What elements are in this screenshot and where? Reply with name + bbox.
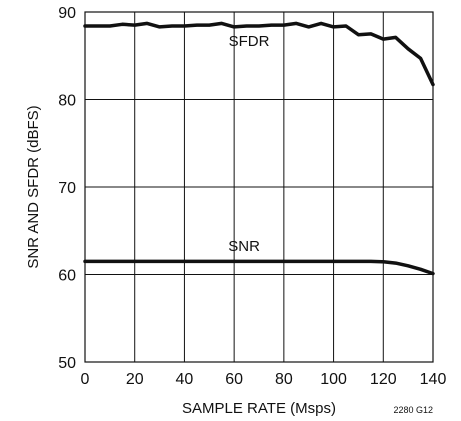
- y-tick-labels: 50 60 70 80 90: [58, 5, 76, 372]
- x-tick-label: 100: [320, 371, 347, 388]
- y-tick-label: 70: [58, 180, 76, 197]
- x-tick-label: 80: [275, 371, 293, 388]
- series-label-snr: SNR: [228, 238, 260, 255]
- y-axis-title: SNR AND SFDR (dBFS): [25, 105, 42, 268]
- x-tick-label: 0: [81, 371, 90, 388]
- x-tick-label: 120: [370, 371, 397, 388]
- x-tick-label: 20: [126, 371, 144, 388]
- x-tick-label: 140: [420, 371, 447, 388]
- plot-frame: [84, 11, 434, 363]
- x-tick-label: 60: [225, 371, 243, 388]
- y-tick-label: 90: [58, 5, 76, 22]
- grid-lines: [85, 12, 433, 362]
- series-line-sfdr: [83, 21, 435, 87]
- x-tick-labels: 0 20 40 60 80 100 120 140: [81, 371, 447, 388]
- x-tick-label: 40: [176, 371, 194, 388]
- series-layer: [83, 21, 435, 276]
- figure-code: 2280 G12: [393, 405, 433, 415]
- y-tick-label: 60: [58, 268, 76, 285]
- y-tick-label: 50: [58, 355, 76, 372]
- series-line-snr: [83, 259, 435, 276]
- x-axis-title: SAMPLE RATE (Msps): [182, 400, 336, 417]
- series-label-sfdr: SFDR: [229, 33, 270, 50]
- y-tick-label: 80: [58, 93, 76, 110]
